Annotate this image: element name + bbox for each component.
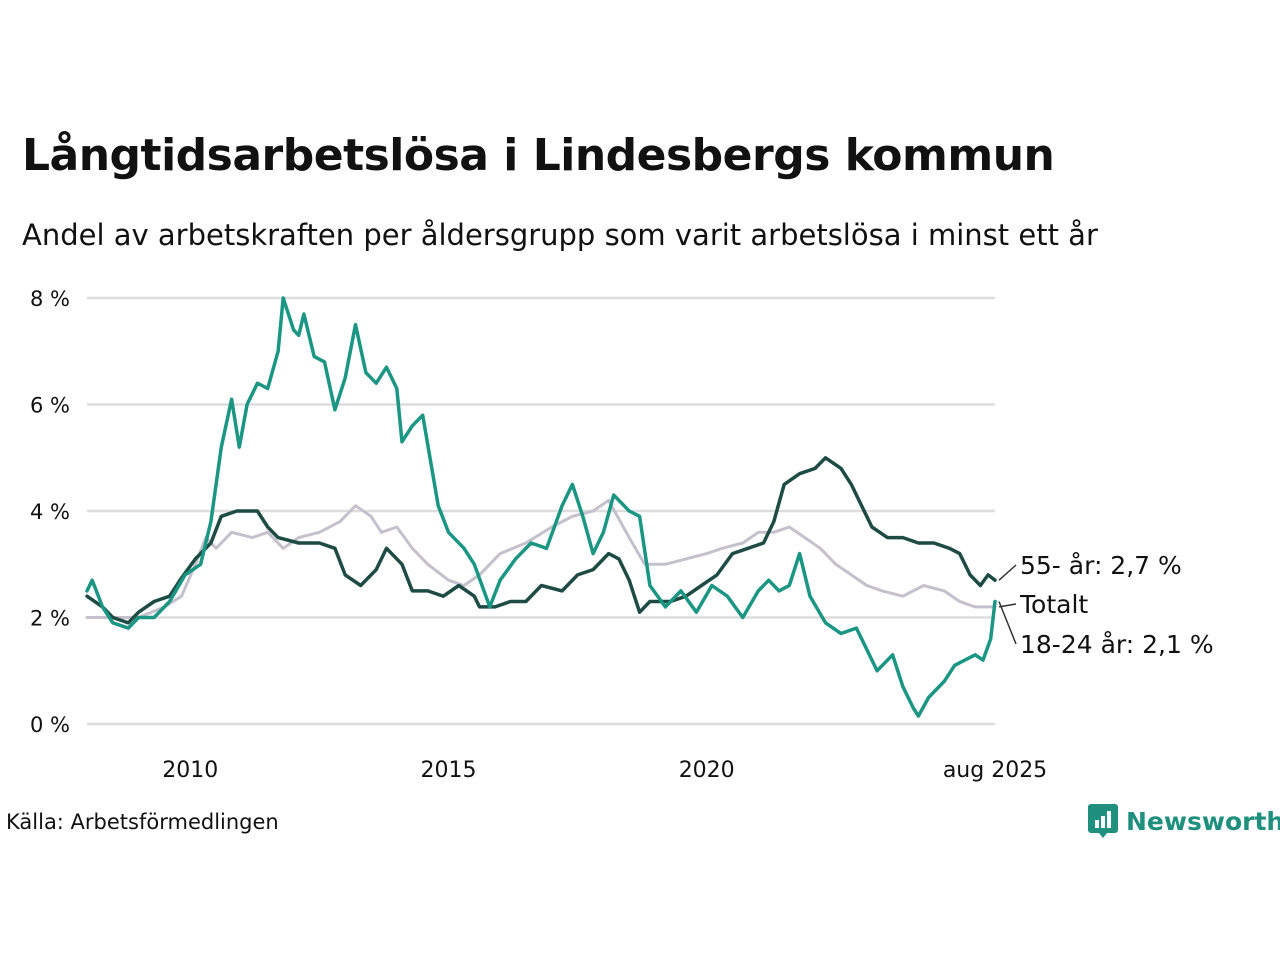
- x-tick-label: 2020: [679, 758, 735, 783]
- brand-name: Newsworthy: [1126, 806, 1280, 836]
- x-tick-label: 2010: [162, 758, 218, 783]
- label-connector-youth: [998, 601, 1017, 645]
- label-connector-total: [998, 603, 1017, 608]
- label-connector-senior: [998, 564, 1017, 581]
- chart-subtitle: Andel av arbetskraften per åldersgrupp s…: [22, 218, 1098, 252]
- series-label-total: Totalt: [1019, 590, 1088, 619]
- y-tick-label: 8 %: [30, 287, 70, 311]
- y-tick-label: 6 %: [30, 394, 70, 418]
- chart-title: Långtidsarbetslösa i Lindesbergs kommun: [22, 130, 1055, 181]
- newsworthy-logo[interactable]: Newsworthy: [1088, 804, 1280, 838]
- end-labels: Totalt 55- år: 2,7 % 18-24 år: 2,1 %: [998, 551, 1214, 659]
- series-line-total: [85, 498, 997, 619]
- chart-badge-icon: [1088, 804, 1118, 838]
- y-tick-label: 2 %: [30, 607, 70, 631]
- series-lines: [85, 296, 997, 718]
- series-line-youth: [85, 296, 997, 718]
- gridlines: [87, 296, 995, 726]
- y-axis-ticks: 0 % 2 % 4 % 6 % 8 %: [30, 287, 70, 737]
- series-line-senior: [85, 456, 997, 625]
- series-label-senior: 55- år: 2,7 %: [1020, 551, 1182, 580]
- source-note: Källa: Arbetsförmedlingen: [6, 810, 279, 834]
- y-tick-label: 0 %: [30, 713, 70, 737]
- x-tick-label: 2015: [420, 758, 476, 783]
- y-tick-label: 4 %: [30, 500, 70, 524]
- series-label-youth: 18-24 år: 2,1 %: [1020, 630, 1214, 659]
- x-axis-ticks: 2010 2015 2020 aug 2025: [162, 758, 1047, 783]
- x-tick-label: aug 2025: [943, 758, 1047, 783]
